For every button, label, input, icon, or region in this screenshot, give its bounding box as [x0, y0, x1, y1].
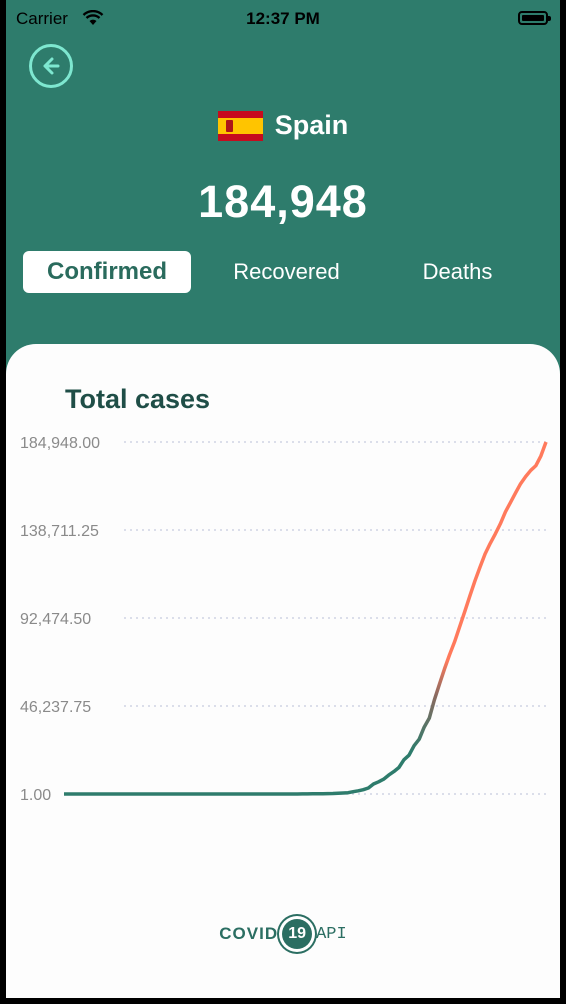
carrier-label: Carrier [16, 9, 68, 28]
country-header: Spain [6, 110, 560, 141]
covid19-api-logo: COVID 19 API [6, 919, 560, 949]
spain-flag-icon [217, 110, 263, 141]
clock: 12:37 PM [246, 9, 320, 28]
y-tick-label: 184,948.00 [20, 435, 100, 452]
country-name: Spain [274, 110, 349, 140]
chart-card: Total cases 184,948.00 138,711.25 92,474.5… [6, 344, 560, 998]
stat-tabs: Confirmed Recovered Deaths [23, 251, 543, 293]
battery-icon [518, 11, 551, 25]
tab-recovered[interactable]: Recovered [233, 259, 340, 284]
logo-text-covid: COVID [219, 924, 279, 943]
app-screen: Carrier 12:37 PM Spain 184,948 Confirmed… [6, 0, 560, 998]
back-button[interactable] [29, 44, 73, 88]
logo-text-api: API [316, 924, 347, 944]
total-count: 184,948 [198, 176, 368, 227]
status-bar: Carrier 12:37 PM [6, 0, 560, 38]
arrow-left-icon [43, 57, 60, 75]
y-tick-label: 46,237.75 [20, 699, 91, 716]
virus-icon: 19 [282, 919, 313, 949]
y-tick-label: 1.00 [20, 787, 51, 804]
y-tick-label: 138,711.25 [20, 523, 99, 540]
series-line [64, 441, 548, 796]
wifi-icon [82, 9, 104, 31]
total-cases-chart: 184,948.00 138,711.25 92,474.50 46,237.75 1.… [20, 435, 548, 804]
y-tick-label: 92,474.50 [20, 611, 91, 628]
tab-deaths[interactable]: Deaths [422, 259, 493, 284]
card-title: Total cases [65, 384, 211, 414]
tab-confirmed[interactable]: Confirmed [23, 251, 191, 293]
